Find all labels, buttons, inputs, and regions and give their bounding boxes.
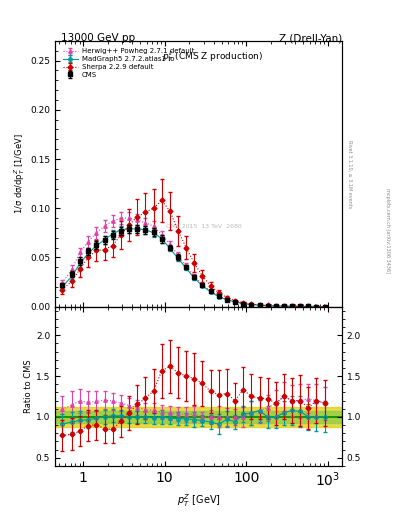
Text: mcplots.cern.ch [arXiv:1306.3436]: mcplots.cern.ch [arXiv:1306.3436] bbox=[385, 188, 390, 273]
Text: $p_T^{ll}$ (CMS Z production): $p_T^{ll}$ (CMS Z production) bbox=[162, 49, 263, 64]
Legend: Herwig++ Powheg 2.7.1 default, MadGraph5 2.7.2.atlas3 lo, Sherpa 2.2.9 default, : Herwig++ Powheg 2.7.1 default, MadGraph5… bbox=[61, 47, 195, 79]
Y-axis label: Ratio to CMS: Ratio to CMS bbox=[24, 359, 33, 413]
Y-axis label: 1/σ dσ/dp$_T^Z$ [1/GeV]: 1/σ dσ/dp$_T^Z$ [1/GeV] bbox=[12, 134, 27, 214]
Y-axis label: Rivet 3.1.10, ≥ 3.1M events: Rivet 3.1.10, ≥ 3.1M events bbox=[347, 140, 353, 208]
X-axis label: $p_T^Z$ [GeV]: $p_T^Z$ [GeV] bbox=[176, 492, 220, 509]
Bar bbox=[55, 411, 342, 422]
Bar bbox=[55, 407, 342, 426]
Text: 13000 GeV pp: 13000 GeV pp bbox=[61, 33, 135, 44]
Text: CMS 2015  13 TeV  2680: CMS 2015 13 TeV 2680 bbox=[166, 224, 242, 229]
Text: Z (Drell-Yan): Z (Drell-Yan) bbox=[279, 33, 342, 44]
